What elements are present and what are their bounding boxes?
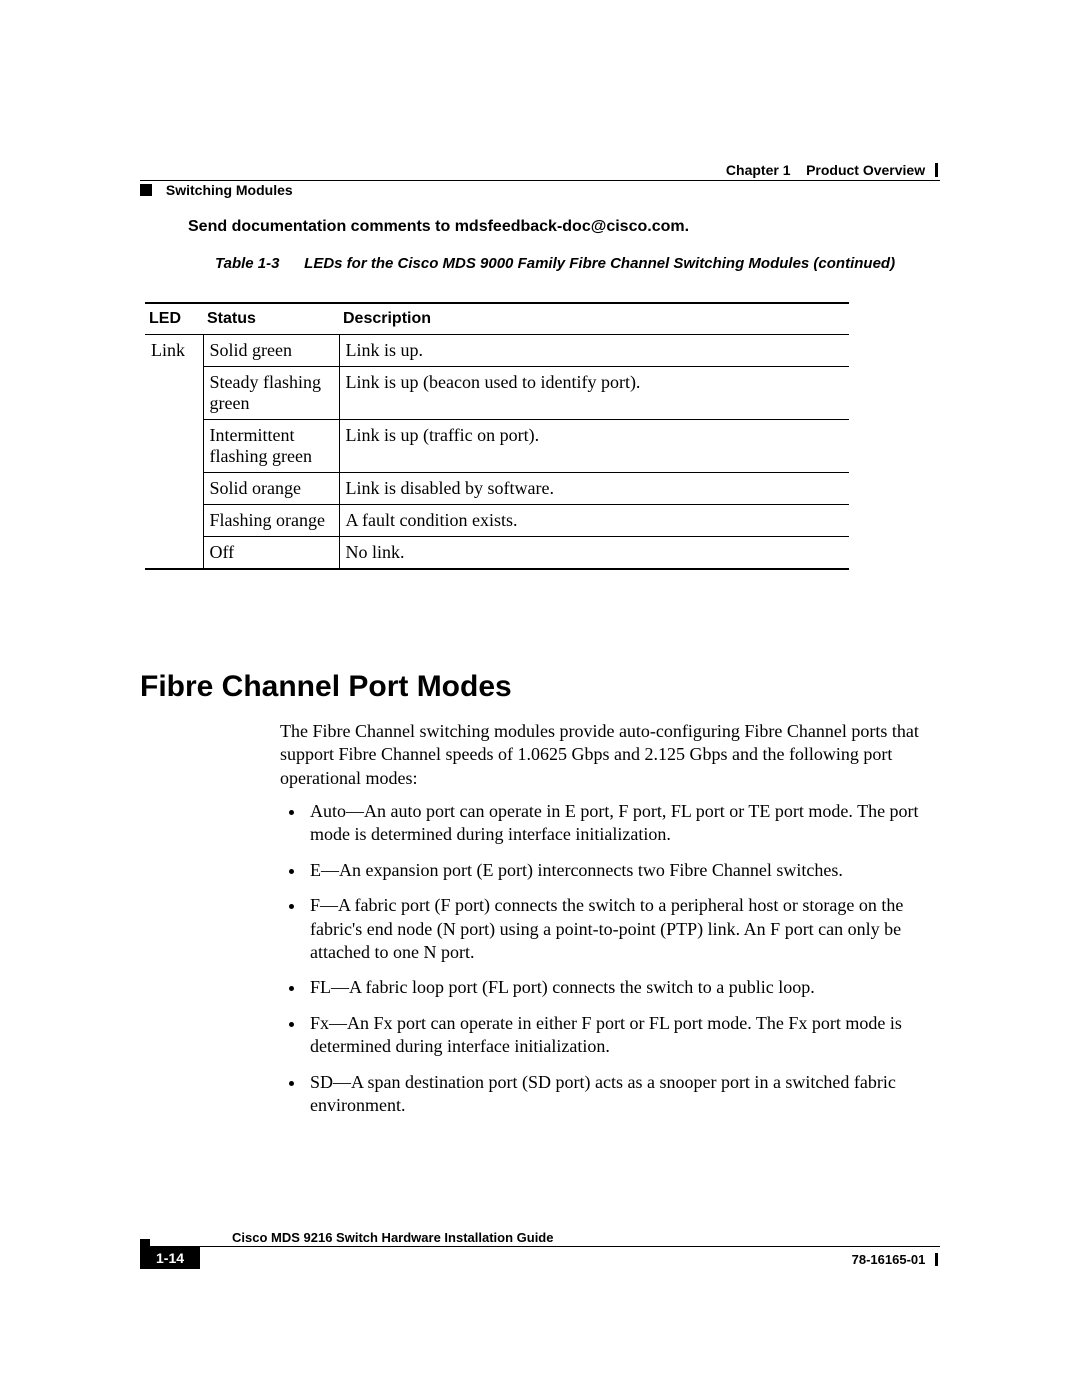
col-status: Status	[203, 303, 339, 335]
chapter-title: Product Overview	[806, 162, 925, 178]
footer-rule	[140, 1246, 940, 1247]
cell-led: Link	[145, 335, 203, 367]
table-label: Table 1-3	[215, 254, 300, 274]
table-row: Flashing orange A fault condition exists…	[145, 505, 849, 537]
table-row: Intermittent flashing green Link is up (…	[145, 420, 849, 473]
table-caption-text: LEDs for the Cisco MDS 9000 Family Fibre…	[304, 255, 895, 272]
header-left: Switching Modules	[140, 182, 293, 198]
cell-desc: A fault condition exists.	[339, 505, 849, 537]
header-rule	[140, 180, 940, 181]
cell-status: Off	[203, 537, 339, 570]
header-right: Chapter 1 Product Overview	[726, 162, 938, 178]
cell-desc: No link.	[339, 537, 849, 570]
col-led: LED	[145, 303, 203, 335]
cell-led	[145, 505, 203, 537]
table-row: Off No link.	[145, 537, 849, 570]
chapter-label: Chapter 1	[726, 162, 791, 178]
table-row: Link Solid green Link is up.	[145, 335, 849, 367]
cell-status: Solid orange	[203, 473, 339, 505]
cell-led	[145, 420, 203, 473]
table-caption: Table 1-3 LEDs for the Cisco MDS 9000 Fa…	[215, 254, 900, 274]
list-item: Auto—An auto port can operate in E port,…	[306, 800, 928, 847]
page-number: 1-14	[140, 1247, 200, 1269]
cell-desc: Link is disabled by software.	[339, 473, 849, 505]
cell-led	[145, 473, 203, 505]
cell-status: Steady flashing green	[203, 367, 339, 420]
list-item: F—A fabric port (F port) connects the sw…	[306, 894, 928, 964]
square-bullet-icon	[140, 184, 152, 196]
header-sep-icon	[935, 163, 938, 177]
cell-led	[145, 537, 203, 570]
cell-desc: Link is up.	[339, 335, 849, 367]
cell-desc: Link is up (beacon used to identify port…	[339, 367, 849, 420]
cell-status: Intermittent flashing green	[203, 420, 339, 473]
cell-desc: Link is up (traffic on port).	[339, 420, 849, 473]
page: Chapter 1 Product Overview Switching Mod…	[0, 0, 1080, 1397]
list-item: Fx—An Fx port can operate in either F po…	[306, 1012, 928, 1059]
footer-sep-icon	[935, 1253, 938, 1266]
list-item: E—An expansion port (E port) interconnec…	[306, 859, 928, 882]
led-table: LED Status Description Link Solid green …	[145, 302, 849, 570]
table-row: Solid orange Link is disabled by softwar…	[145, 473, 849, 505]
section-name: Switching Modules	[166, 182, 293, 198]
footer-docnum: 78-16165-01	[852, 1252, 938, 1267]
feedback-line: Send documentation comments to mdsfeedba…	[188, 218, 689, 236]
section-heading: Fibre Channel Port Modes	[140, 670, 512, 704]
cell-led	[145, 367, 203, 420]
port-modes-list: Auto—An auto port can operate in E port,…	[280, 800, 928, 1129]
list-item: FL—A fabric loop port (FL port) connects…	[306, 976, 928, 999]
cell-status: Solid green	[203, 335, 339, 367]
table-header-row: LED Status Description	[145, 303, 849, 335]
col-desc: Description	[339, 303, 849, 335]
doc-number: 78-16165-01	[852, 1252, 926, 1267]
table-row: Steady flashing green Link is up (beacon…	[145, 367, 849, 420]
intro-paragraph: The Fibre Channel switching modules prov…	[280, 720, 928, 790]
list-item: SD—A span destination port (SD port) act…	[306, 1071, 928, 1118]
footer-guide-title: Cisco MDS 9216 Switch Hardware Installat…	[232, 1230, 553, 1245]
cell-status: Flashing orange	[203, 505, 339, 537]
